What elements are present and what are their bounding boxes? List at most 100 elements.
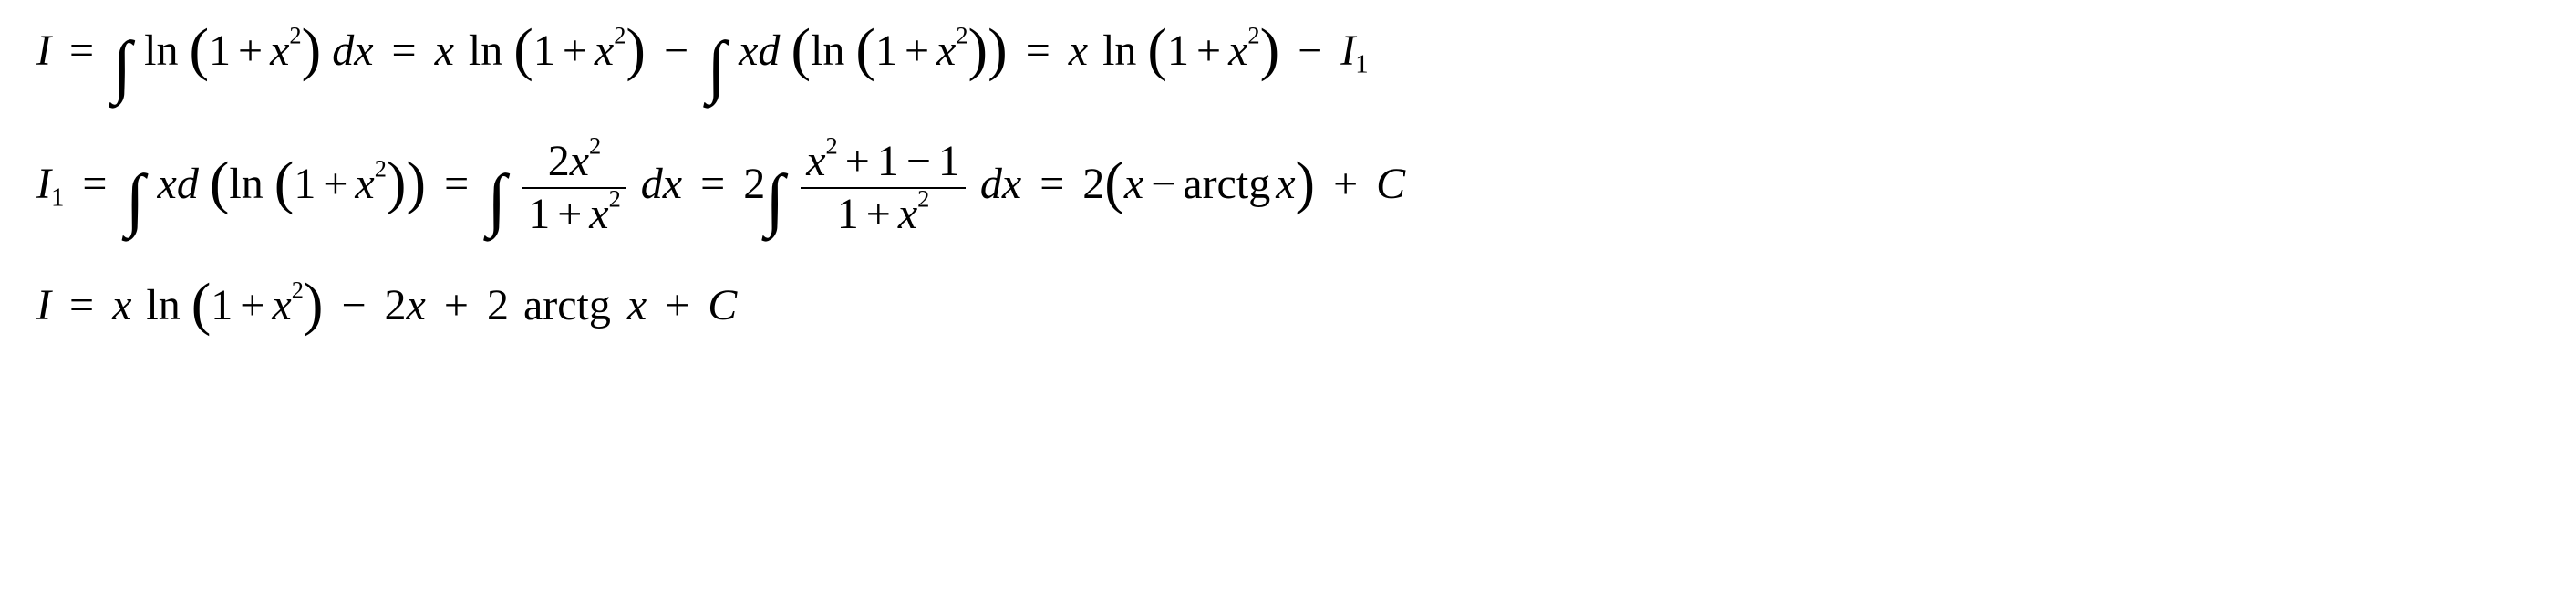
ln: ln xyxy=(229,160,263,208)
equals: = xyxy=(75,160,114,208)
xd: xd xyxy=(158,160,199,208)
num-1: 1 xyxy=(294,160,316,208)
equals: = xyxy=(62,281,101,329)
num-1: 1 xyxy=(211,281,233,329)
plus: + xyxy=(233,281,272,329)
rparen: ) xyxy=(1260,17,1280,83)
minus: − xyxy=(899,137,938,185)
num-1: 1 xyxy=(533,26,555,75)
var-I1: I xyxy=(1340,26,1355,75)
xd: xd xyxy=(739,26,780,75)
num-1: 1 xyxy=(938,137,960,185)
fraction-1: 2x2 1+x2 xyxy=(522,140,626,236)
equals: = xyxy=(437,160,476,208)
plus: + xyxy=(316,160,355,208)
lparen: ( xyxy=(1104,151,1124,216)
lparen: ( xyxy=(210,151,230,216)
exp-2: 2 xyxy=(956,21,967,48)
num-2: 2 xyxy=(1082,160,1104,208)
num-1: 1 xyxy=(209,26,231,75)
var-x: x xyxy=(1124,160,1143,208)
var-x: x xyxy=(407,281,426,329)
rparen: ) xyxy=(1296,151,1316,216)
num-1: 1 xyxy=(877,137,899,185)
equals: = xyxy=(385,26,424,75)
exp-2: 2 xyxy=(609,185,621,213)
exp-2: 2 xyxy=(289,21,301,48)
ln: ln xyxy=(465,26,502,75)
var-x: x xyxy=(270,26,289,75)
num-2: 2 xyxy=(487,281,509,329)
lparen: ( xyxy=(855,17,875,83)
var-x: x xyxy=(435,26,454,75)
plus: + xyxy=(657,281,697,329)
var-I1: I xyxy=(36,160,51,208)
ln: ln xyxy=(1099,26,1136,75)
var-x: x xyxy=(806,137,825,185)
rparen: ) xyxy=(387,151,407,216)
integral-sign: ∫ xyxy=(707,38,726,94)
arctg: arctg xyxy=(520,281,611,329)
dx: dx xyxy=(641,160,682,208)
var-I: I xyxy=(36,26,51,75)
num-1: 1 xyxy=(1167,26,1189,75)
minus: − xyxy=(657,26,696,75)
num-1: 1 xyxy=(528,190,550,238)
plus: + xyxy=(1189,26,1228,75)
exp-2: 2 xyxy=(826,132,838,160)
plus: + xyxy=(231,26,270,75)
plus: + xyxy=(550,190,589,238)
lparen: ( xyxy=(791,17,811,83)
const-C: C xyxy=(1376,160,1405,208)
var-x: x xyxy=(355,160,374,208)
num-1: 1 xyxy=(837,190,859,238)
exp-2: 2 xyxy=(375,155,387,183)
minus: − xyxy=(1290,26,1329,75)
dx: dx xyxy=(980,160,1021,208)
exp-2: 2 xyxy=(614,21,626,48)
sub-1: 1 xyxy=(1355,50,1368,79)
equals: = xyxy=(62,26,101,75)
plus: + xyxy=(437,281,476,329)
var-x: x xyxy=(622,281,647,329)
num-2: 2 xyxy=(385,281,407,329)
var-x: x xyxy=(589,190,608,238)
var-I: I xyxy=(36,281,51,329)
dx: dx xyxy=(332,26,373,75)
plus: + xyxy=(1326,160,1365,208)
var-x: x xyxy=(1069,26,1088,75)
var-x: x xyxy=(112,281,131,329)
rparen: ) xyxy=(302,17,322,83)
exp-2: 2 xyxy=(589,132,601,160)
lparen: ( xyxy=(274,151,295,216)
num-2: 2 xyxy=(548,137,570,185)
minus: − xyxy=(334,281,373,329)
var-x: x xyxy=(570,137,589,185)
integral-sign: ∫ xyxy=(765,172,784,227)
var-x: x xyxy=(898,190,917,238)
equation-line-1: I = ∫ ln (1+x2) dx = x ln (1+x2) − ∫ xd … xyxy=(36,27,2540,94)
rparen: ) xyxy=(988,17,1008,83)
integral-sign: ∫ xyxy=(112,38,131,94)
lparen: ( xyxy=(189,17,209,83)
exp-2: 2 xyxy=(1247,21,1259,48)
lparen: ( xyxy=(191,272,212,338)
var-x: x xyxy=(1270,160,1295,208)
equation-line-3: I = x ln (1+x2) − 2x + 2 arctg x + C xyxy=(36,282,2540,330)
plus: + xyxy=(859,190,898,238)
equation-line-2: I1 = ∫ xd (ln (1+x2)) = ∫ 2x2 1+x2 dx = … xyxy=(36,140,2540,236)
lparen: ( xyxy=(513,17,533,83)
ln: ln xyxy=(144,26,178,75)
ln: ln xyxy=(811,26,844,75)
equals: = xyxy=(693,160,732,208)
minus: − xyxy=(1143,160,1183,208)
plus: + xyxy=(838,137,877,185)
var-x: x xyxy=(936,26,956,75)
lparen: ( xyxy=(1147,17,1167,83)
rparen: ) xyxy=(304,272,324,338)
fraction-2: x2+1−1 1+x2 xyxy=(801,140,966,236)
plus: + xyxy=(555,26,595,75)
var-x: x xyxy=(595,26,614,75)
equals: = xyxy=(1019,26,1058,75)
sub-1: 1 xyxy=(51,183,64,213)
